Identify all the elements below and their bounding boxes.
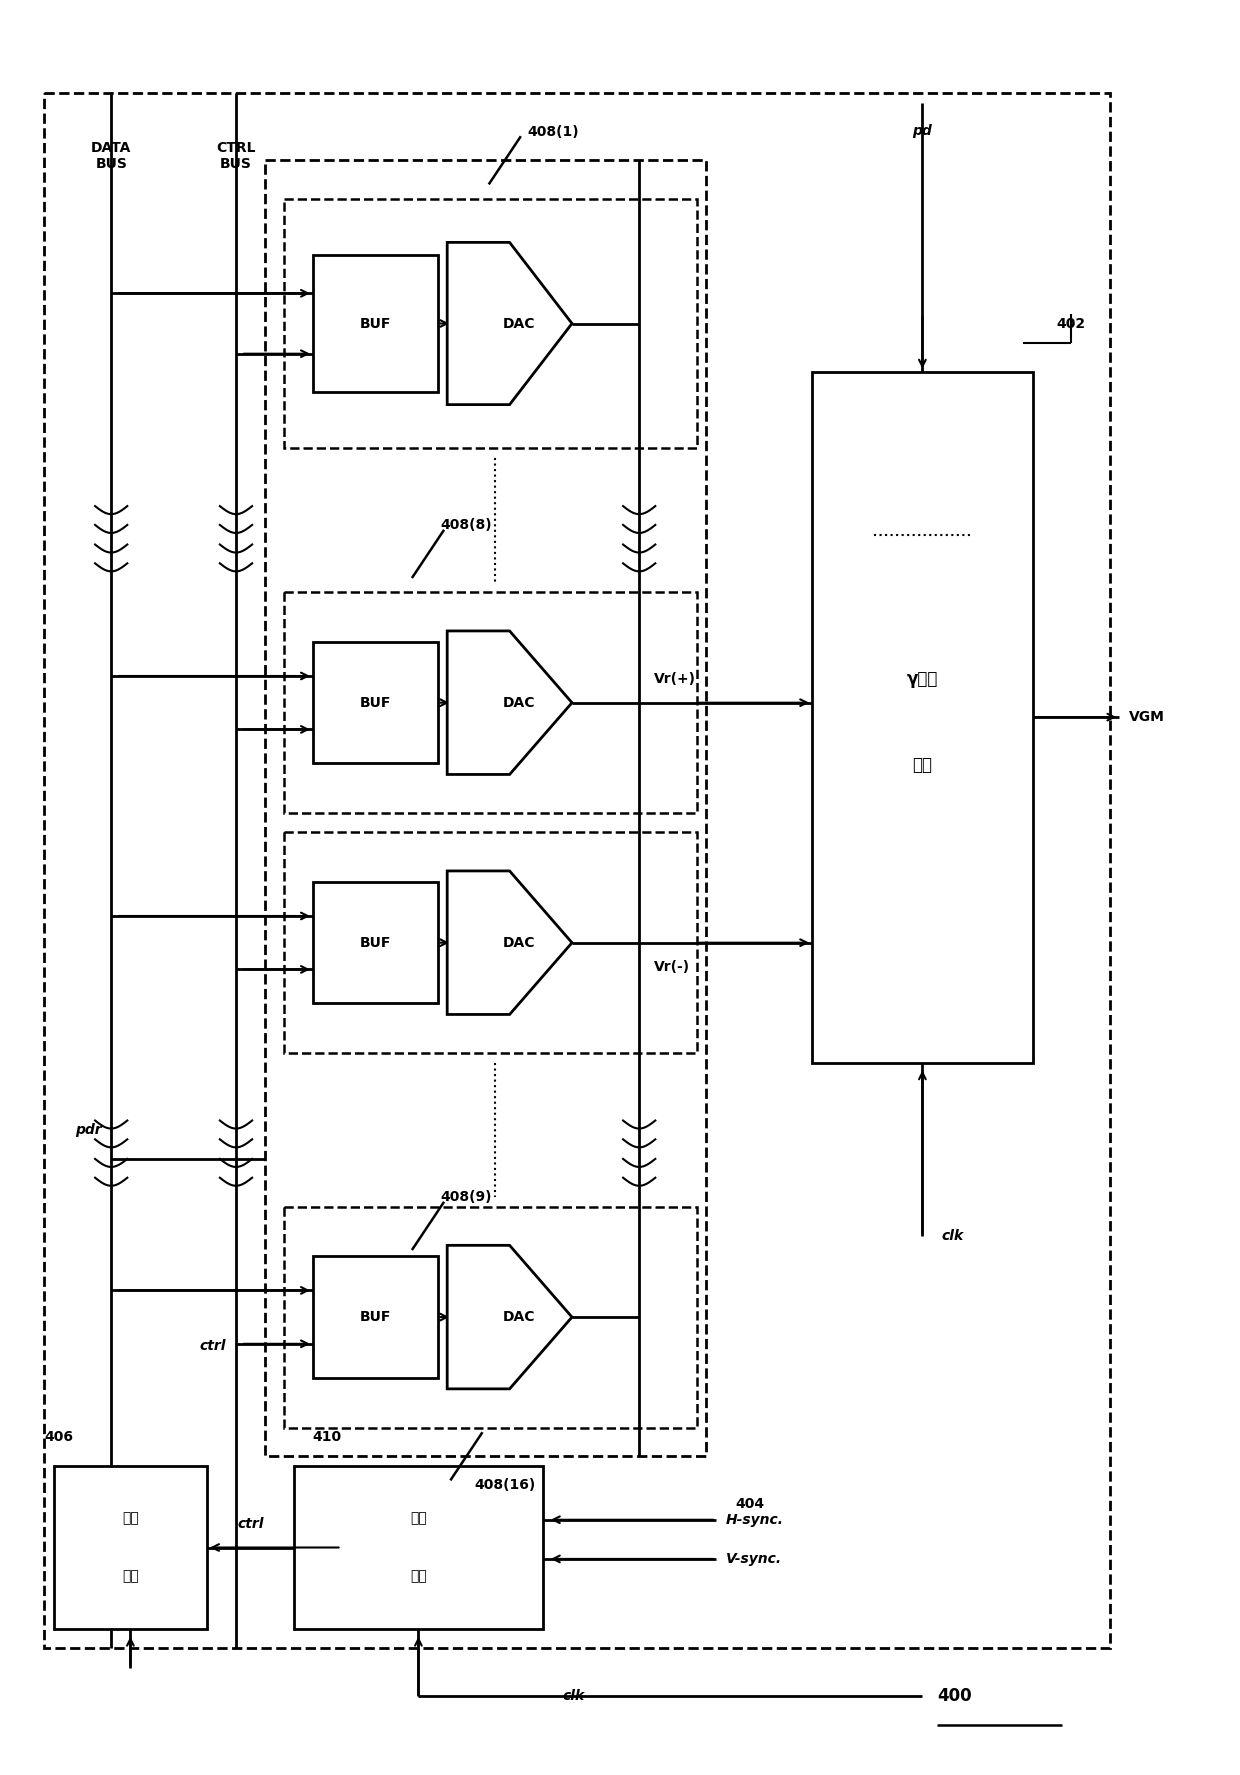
Text: ctrl: ctrl: [237, 1516, 264, 1530]
Text: Vr(+): Vr(+): [653, 671, 696, 685]
Text: clk: clk: [563, 1690, 584, 1704]
Bar: [284, 1207, 697, 1427]
Text: 408(16): 408(16): [474, 1479, 536, 1493]
Text: γ校正: γ校正: [906, 669, 939, 687]
Text: DAC: DAC: [503, 696, 536, 710]
Text: DAC: DAC: [503, 935, 536, 950]
Text: 402: 402: [1056, 316, 1086, 330]
Text: BUF: BUF: [360, 1310, 391, 1324]
Bar: [265, 160, 707, 1456]
Text: BUF: BUF: [360, 935, 391, 950]
Polygon shape: [448, 1246, 572, 1388]
Text: 408(1): 408(1): [527, 124, 579, 138]
Text: 元件: 元件: [410, 1569, 427, 1583]
Text: ctrl: ctrl: [200, 1338, 227, 1353]
Text: 408(9): 408(9): [440, 1189, 492, 1203]
Text: clk: clk: [941, 1228, 963, 1242]
Bar: [43, 92, 1110, 1649]
Text: pdr: pdr: [74, 1124, 102, 1138]
Text: DAC: DAC: [503, 1310, 536, 1324]
Polygon shape: [448, 872, 572, 1015]
Text: 400: 400: [936, 1688, 971, 1706]
Text: DAC: DAC: [503, 316, 536, 330]
Bar: [312, 882, 438, 1003]
Bar: [312, 643, 438, 763]
Text: 元件: 元件: [122, 1569, 139, 1583]
Text: H-sync.: H-sync.: [725, 1512, 784, 1526]
Text: 408(8): 408(8): [440, 518, 492, 532]
Bar: [284, 593, 697, 813]
Bar: [312, 1257, 438, 1377]
Bar: [812, 371, 1033, 1063]
Bar: [53, 1466, 207, 1629]
Text: Vr(-): Vr(-): [653, 960, 689, 974]
Text: 406: 406: [43, 1431, 73, 1445]
Text: 存储: 存储: [122, 1512, 139, 1526]
Text: BUF: BUF: [360, 316, 391, 330]
Text: BUF: BUF: [360, 696, 391, 710]
Bar: [284, 199, 697, 449]
Bar: [284, 832, 697, 1053]
Text: DATA
BUS: DATA BUS: [91, 140, 131, 172]
Text: V-sync.: V-sync.: [725, 1551, 781, 1566]
Text: 电路: 电路: [913, 756, 932, 774]
Polygon shape: [448, 630, 572, 774]
Text: CTRL
BUS: CTRL BUS: [216, 140, 255, 172]
Text: 410: 410: [312, 1431, 342, 1445]
Bar: [312, 256, 438, 392]
Text: 控制: 控制: [410, 1512, 427, 1526]
Polygon shape: [448, 243, 572, 405]
Text: VGM: VGM: [1128, 710, 1164, 724]
Bar: [294, 1466, 543, 1629]
Text: 404: 404: [735, 1498, 764, 1511]
Text: pd: pd: [913, 124, 932, 138]
